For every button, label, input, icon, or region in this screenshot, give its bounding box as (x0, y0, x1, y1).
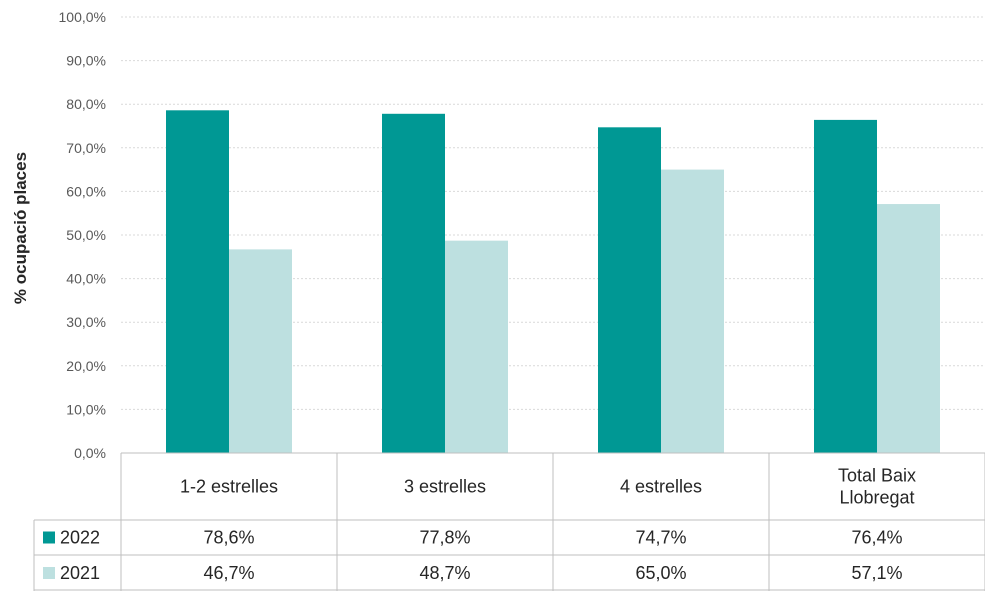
data-label: 74,7% (635, 528, 686, 548)
category-label: Llobregat (839, 488, 914, 508)
y-tick-label: 0,0% (74, 445, 106, 461)
y-tick-label: 70,0% (66, 140, 106, 156)
data-label: 77,8% (419, 528, 470, 548)
bar-2021-3 (877, 204, 940, 453)
y-tick-label: 80,0% (66, 96, 106, 112)
data-label: 57,1% (851, 563, 902, 583)
bar-2022-3 (814, 119, 877, 454)
y-tick-label: 20,0% (66, 358, 106, 374)
y-tick-label: 30,0% (66, 314, 106, 330)
category-label: Total Baix (838, 466, 916, 486)
legend-swatch-2021 (43, 567, 55, 579)
data-label: 76,4% (851, 528, 902, 548)
data-table: 1-2 estrelles 3 estrelles 4 estrelles Total… (33, 452, 985, 591)
category-label: 3 estrelles (404, 477, 486, 497)
data-label: 78,6% (203, 528, 254, 548)
y-tick-label: 90,0% (66, 53, 106, 69)
bar-2022-2 (598, 127, 661, 454)
bar-2021-0 (229, 249, 292, 453)
data-label: 46,7% (203, 563, 254, 583)
legend-swatch-2022 (43, 531, 55, 544)
category-label: 1-2 estrelles (180, 477, 278, 497)
bar-2021-1 (445, 240, 508, 453)
data-label: 65,0% (635, 563, 686, 583)
legend-label: 2021 (60, 563, 100, 583)
bar-2021-2 (661, 169, 724, 453)
y-tick-label: 50,0% (66, 227, 106, 243)
y-axis-label: % ocupació places (11, 152, 30, 304)
category-label: 4 estrelles (620, 477, 702, 497)
bars (166, 110, 940, 454)
bar-2022-1 (382, 113, 445, 454)
y-tick-label: 10,0% (66, 401, 106, 417)
bar-2022-0 (166, 110, 229, 453)
y-tick-label: 40,0% (66, 271, 106, 287)
y-axis: 0,0% 10,0% 20,0% 30,0% 40,0% 50,0% 60,0% 70,0% 8… (59, 9, 106, 461)
legend-label: 2022 (60, 528, 100, 548)
y-tick-label: 100,0% (59, 9, 106, 25)
y-tick-label: 60,0% (66, 183, 106, 199)
data-label: 48,7% (419, 563, 470, 583)
